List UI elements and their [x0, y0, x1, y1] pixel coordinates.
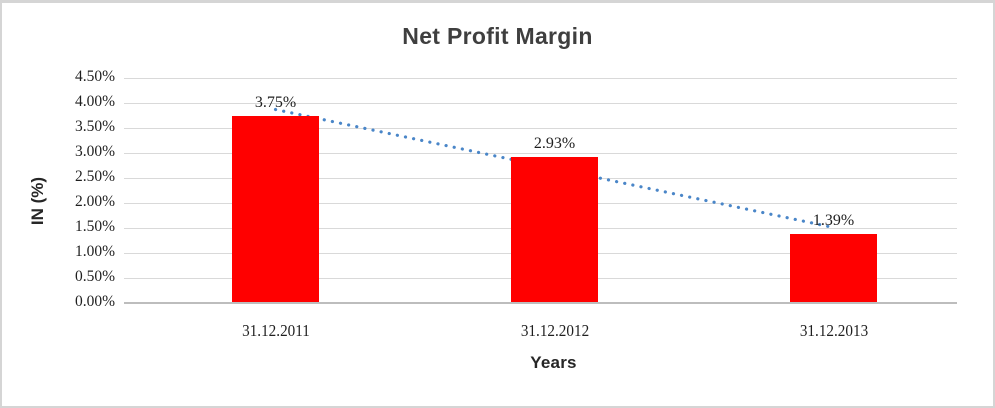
y-axis-tick-labels: 0.00% 0.50% 1.00% 1.50% 2.00% 2.50% 3.00% 3.50%… [2, 68, 115, 310]
data-label: 3.75% [254, 93, 297, 111]
data-label: 2.93% [533, 134, 576, 152]
y-tick-label: 0.50% [74, 268, 115, 285]
y-tick-label: 0.00% [74, 293, 115, 310]
plot-area: 3.75% 2.93% 1.39% [124, 78, 957, 304]
gridline [124, 78, 957, 79]
x-axis-tick-labels: 31.12.2011 31.12.2012 31.12.2013 [124, 321, 957, 345]
x-axis-line [124, 302, 957, 304]
gridline [124, 128, 957, 129]
y-tick-label: 4.00% [74, 93, 115, 110]
y-tick-label: 4.50% [74, 68, 115, 85]
y-tick-label: 3.50% [74, 118, 115, 135]
bar-31.12.2011 [232, 115, 319, 303]
x-tick-label: 31.12.2012 [520, 321, 589, 340]
y-tick-label: 3.00% [74, 143, 115, 160]
chart-title: Net Profit Margin [402, 23, 593, 49]
gridline [124, 153, 957, 154]
y-tick-label: 1.50% [74, 218, 115, 235]
x-axis-title: Years [530, 353, 577, 372]
bar-31.12.2012 [511, 156, 598, 303]
data-label: 1.39% [812, 211, 855, 229]
x-tick-label: 31.12.2013 [799, 321, 868, 340]
y-tick-label: 2.00% [74, 193, 115, 210]
bar-31.12.2013 [790, 233, 877, 303]
gridline [124, 103, 957, 104]
x-tick-label: 31.12.2011 [241, 321, 310, 340]
y-tick-label: 1.00% [74, 243, 115, 260]
y-tick-label: 2.50% [74, 168, 115, 185]
